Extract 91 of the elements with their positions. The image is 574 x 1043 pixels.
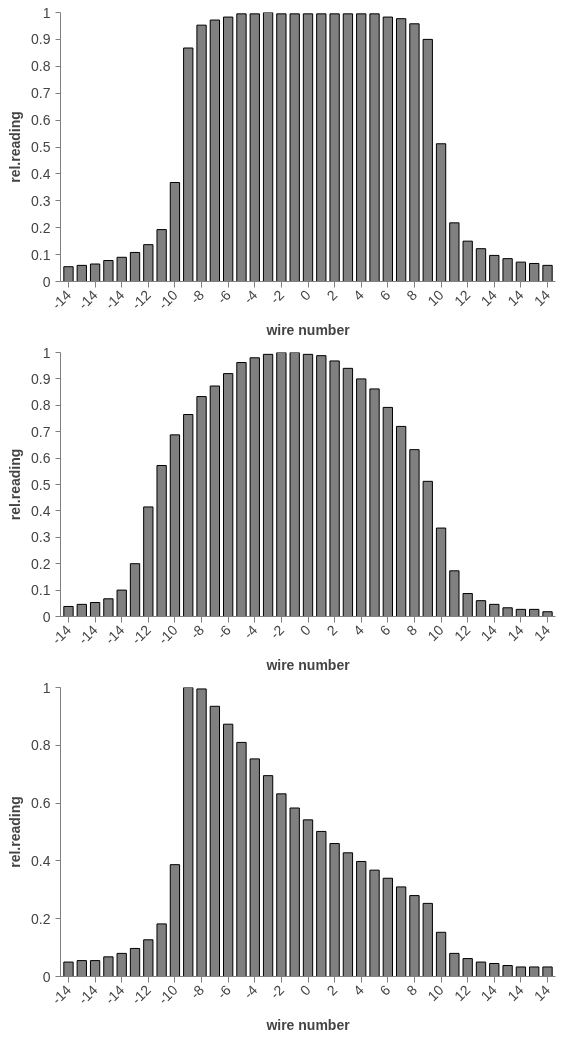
x-tick-label: 12 xyxy=(451,981,474,1005)
x-axis-title: wire number xyxy=(265,321,351,338)
x-tick-label: 10 xyxy=(424,981,447,1005)
x-tick-label: -8 xyxy=(187,286,208,307)
x-tick-label: -4 xyxy=(240,621,261,642)
x-tick-label: -12 xyxy=(128,981,155,1008)
x-tick-label: -14 xyxy=(48,286,75,313)
x-tick-label: -8 xyxy=(187,981,208,1002)
x-tick-label: 10 xyxy=(424,286,447,310)
x-tick-label: 0 xyxy=(296,621,314,639)
x-tick-label: 14 xyxy=(530,286,554,310)
y-tick-label: 1 xyxy=(42,679,51,696)
x-tick-label: -6 xyxy=(213,981,234,1002)
y-tick-label: 0.3 xyxy=(31,192,51,209)
y-tick-label: 0.6 xyxy=(31,112,51,129)
y-tick-label: 0.4 xyxy=(31,852,51,869)
y-tick-label: 0.5 xyxy=(31,139,51,155)
x-tick-label: 2 xyxy=(323,981,341,999)
x-tick-label: 14 xyxy=(504,621,527,645)
x-tick-label: 14 xyxy=(477,981,501,1005)
x-tick-label: -4 xyxy=(240,286,261,307)
y-tick-label: 0.6 xyxy=(31,450,51,467)
y-tick-label: 0.4 xyxy=(31,502,51,519)
x-tick-label: 6 xyxy=(376,286,394,304)
x-axis-title: wire number xyxy=(265,1016,351,1033)
x-tick-label: 0 xyxy=(296,286,314,304)
y-tick-label: 0.2 xyxy=(31,219,51,236)
y-tick-label: 0.4 xyxy=(31,165,51,182)
y-tick-label: 1 xyxy=(42,4,51,21)
y-tick-label: 0.8 xyxy=(31,58,51,75)
x-tick-label: 2 xyxy=(323,286,341,304)
y-tick-label: 0 xyxy=(42,608,51,625)
x-tick-label: -14 xyxy=(75,286,101,313)
x-tick-label: 8 xyxy=(403,981,421,999)
x-tick-label: -14 xyxy=(75,621,101,648)
y-tick-label: 0.7 xyxy=(31,85,51,102)
x-tick-label: 14 xyxy=(504,286,527,310)
x-tick-label: 14 xyxy=(504,981,527,1005)
x-tick-label: -10 xyxy=(154,286,181,313)
y-tick-label: 0.9 xyxy=(31,370,51,387)
x-tick-label: 6 xyxy=(376,621,394,639)
x-tick-label: 14 xyxy=(477,286,501,310)
x-tick-label: -14 xyxy=(101,286,128,313)
y-tick-label: 0 xyxy=(42,273,51,290)
x-tick-label: 4 xyxy=(350,621,368,639)
y-tick-label: 0.1 xyxy=(31,582,51,599)
x-tick-label: -14 xyxy=(48,981,75,1008)
x-tick-label: 2 xyxy=(323,621,341,639)
y-tick-label: 0.9 xyxy=(31,31,51,48)
x-tick-label: -14 xyxy=(101,981,128,1008)
x-tick-label: -12 xyxy=(128,621,155,648)
x-tick-label: 12 xyxy=(451,286,474,310)
x-tick-label: 4 xyxy=(350,981,368,999)
y-tick-label: 1 xyxy=(42,344,51,361)
x-tick-label: -2 xyxy=(266,621,288,642)
y-tick-label: 0.6 xyxy=(31,795,51,812)
x-tick-label: 6 xyxy=(376,981,394,999)
x-axis-title: wire number xyxy=(265,656,351,673)
x-tick-label: -14 xyxy=(101,621,128,648)
x-tick-label: 14 xyxy=(477,621,501,645)
y-tick-label: 0.5 xyxy=(31,476,51,493)
x-tick-label: 4 xyxy=(350,286,368,304)
y-tick-label: 0.7 xyxy=(31,423,51,440)
y-tick-label: 0.2 xyxy=(31,910,51,927)
y-axis-title: rel.reading xyxy=(7,448,24,521)
x-tick-label: 0 xyxy=(296,981,314,999)
x-tick-label: -14 xyxy=(75,981,101,1008)
y-axis-title: rel.reading xyxy=(7,796,24,868)
x-tick-label: -2 xyxy=(266,286,288,307)
x-tick-label: -6 xyxy=(213,286,234,307)
x-tick-label: 10 xyxy=(424,621,447,645)
y-tick-label: 0 xyxy=(42,968,51,985)
y-axis-title: rel.reading xyxy=(7,111,24,183)
x-tick-label: 8 xyxy=(403,286,421,304)
x-tick-label: -10 xyxy=(154,981,181,1008)
x-tick-label: -14 xyxy=(48,621,75,648)
x-tick-label: -2 xyxy=(266,981,288,1002)
y-tick-label: 0.2 xyxy=(31,555,51,572)
x-tick-label: 12 xyxy=(451,621,474,645)
x-tick-label: 8 xyxy=(403,621,421,639)
y-tick-label: 0.1 xyxy=(31,246,51,263)
x-tick-label: -10 xyxy=(154,621,181,648)
y-tick-label: 0.8 xyxy=(31,737,51,754)
y-tick-label: 0.8 xyxy=(31,397,51,414)
y-tick-label: 0.3 xyxy=(31,529,51,546)
x-tick-label: 14 xyxy=(530,621,554,645)
x-tick-label: 14 xyxy=(530,981,554,1005)
x-tick-label: -12 xyxy=(128,286,155,313)
x-tick-label: -8 xyxy=(187,621,208,642)
x-tick-label: -4 xyxy=(240,981,261,1002)
x-tick-label: -6 xyxy=(213,621,234,642)
